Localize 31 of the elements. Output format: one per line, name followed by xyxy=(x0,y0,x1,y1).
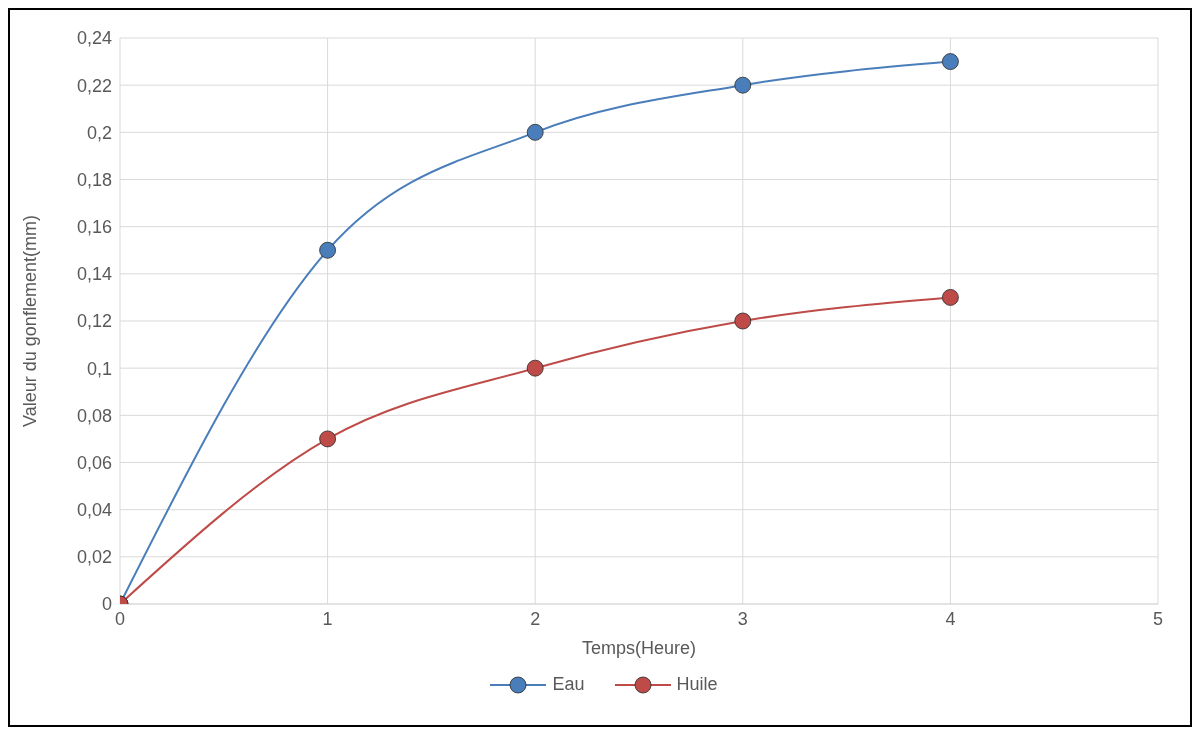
point xyxy=(942,53,959,70)
point xyxy=(526,123,544,141)
y-tick-label: 0,14 xyxy=(76,264,112,285)
y-tick-label: 0,08 xyxy=(76,405,112,426)
y-tick-label: 0,1 xyxy=(86,358,112,379)
x-tick-label: 5 xyxy=(1152,608,1164,629)
y-tick-label: 0,2 xyxy=(86,122,112,143)
y-tick-label: 0,22 xyxy=(76,75,112,96)
point xyxy=(526,359,544,377)
x-axis-title: Temps(Heure) xyxy=(581,638,697,658)
point xyxy=(942,289,959,306)
y-tick-label: 0 xyxy=(101,594,112,615)
point xyxy=(319,430,336,448)
x-tick-label: 4 xyxy=(945,608,956,629)
x-tick-label: 0 xyxy=(114,608,126,629)
y-tick-label: 0,16 xyxy=(76,217,112,238)
y-tick-label: 0,18 xyxy=(76,169,112,190)
legend-label: Huile xyxy=(675,674,718,695)
y-tick-label: 0,04 xyxy=(76,500,112,521)
point xyxy=(734,312,752,330)
y-tick-label: 0,06 xyxy=(76,452,112,473)
y-tick-label: 0,24 xyxy=(76,28,112,49)
y-axis-title: Valeur du gonflement(mm) xyxy=(20,215,41,427)
point xyxy=(734,76,752,94)
y-tick-label: 0,02 xyxy=(76,547,112,568)
legend-label: Eau xyxy=(551,674,585,695)
y-tick-label: 0,12 xyxy=(76,311,112,332)
point xyxy=(319,241,336,259)
x-tick-label: 2 xyxy=(530,608,541,629)
x-tick-label: 1 xyxy=(322,608,333,629)
x-tick-label: 3 xyxy=(737,608,748,629)
